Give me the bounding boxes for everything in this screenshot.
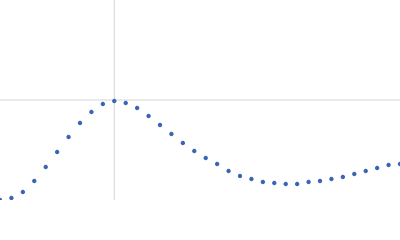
point: [249, 176, 254, 182]
point: [294, 181, 300, 187]
point: [77, 120, 83, 126]
point: [352, 171, 357, 177]
point: [134, 105, 140, 111]
point: [374, 165, 380, 171]
point: [386, 162, 391, 168]
point: [283, 181, 288, 187]
point: [100, 101, 106, 107]
point: [20, 189, 26, 195]
point: [317, 178, 323, 184]
point: [146, 113, 151, 119]
chart: [0, 0, 400, 200]
point: [123, 100, 128, 106]
point: [226, 168, 231, 174]
point: [397, 161, 400, 167]
point: [192, 148, 197, 154]
point: [54, 149, 60, 155]
point: [363, 168, 368, 174]
point: [272, 180, 277, 186]
point: [180, 140, 186, 146]
point: [340, 174, 346, 180]
point: [214, 161, 220, 167]
point: [203, 155, 208, 161]
point: [9, 195, 14, 200]
point: [169, 131, 174, 137]
point: [260, 179, 266, 185]
point: [0, 197, 3, 200]
point: [112, 98, 117, 104]
point: [66, 134, 71, 140]
point: [43, 164, 48, 170]
point: [306, 179, 311, 185]
point: [329, 176, 334, 182]
point: [157, 122, 163, 128]
point: [89, 109, 94, 115]
point: [32, 178, 37, 184]
point: [237, 173, 243, 179]
